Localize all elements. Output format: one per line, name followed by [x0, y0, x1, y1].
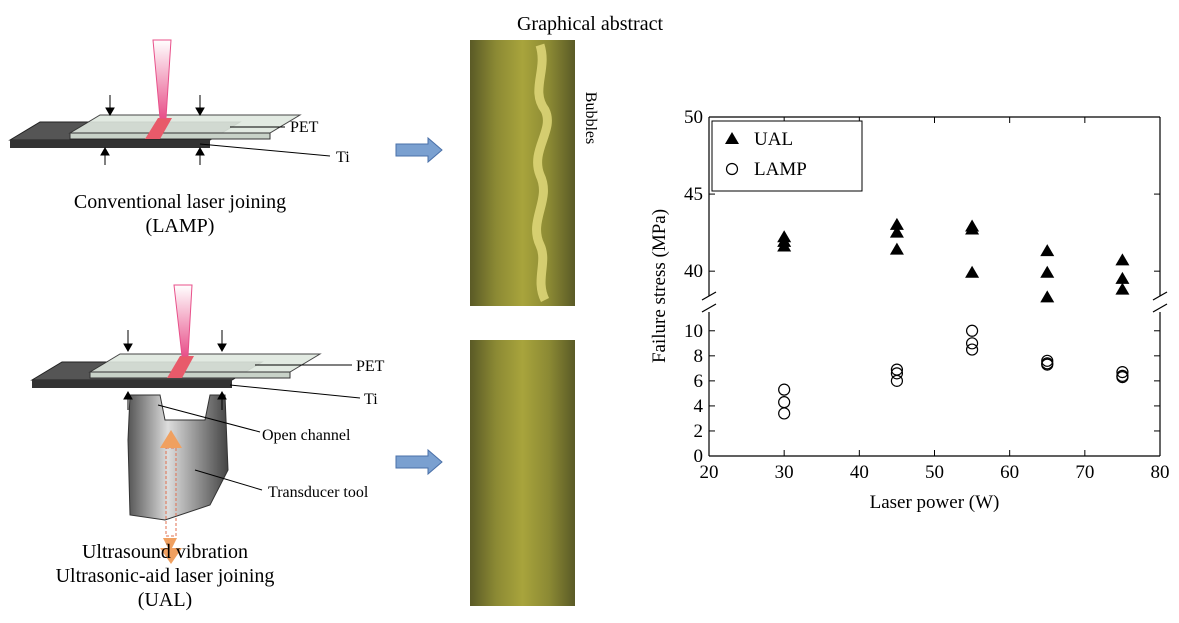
- x-tick-label: 60: [1000, 462, 1019, 483]
- y-tick-label: 4: [694, 396, 704, 417]
- y-axis-label: Failure stress (MPa): [649, 209, 670, 363]
- arrow: [395, 136, 443, 164]
- lamp-diagram: [8, 39, 331, 165]
- point: [1115, 282, 1130, 295]
- point: [890, 367, 904, 380]
- point: [1115, 253, 1130, 266]
- y-tick-label: 50: [684, 107, 703, 128]
- axis-break: [1152, 303, 1168, 313]
- label: Ti: [364, 391, 378, 408]
- x-tick-label: 70: [1075, 462, 1094, 483]
- point: [725, 132, 739, 144]
- ual-diagram: [30, 284, 361, 564]
- axis-break: [701, 291, 717, 301]
- caption: Conventional laser joining: [74, 191, 286, 213]
- x-tick-label: 20: [700, 462, 719, 483]
- x-tick-label: 80: [1151, 462, 1170, 483]
- point: [1115, 271, 1130, 284]
- point: [889, 217, 904, 230]
- point: [965, 337, 979, 350]
- point: [778, 383, 791, 396]
- point: [1116, 371, 1129, 384]
- point: [778, 396, 791, 409]
- y-tick-label: 8: [694, 346, 704, 367]
- x-axis-label: Laser power (W): [870, 492, 1000, 513]
- arrow: [395, 448, 443, 476]
- point: [889, 225, 904, 238]
- point: [1116, 366, 1129, 379]
- point: [1041, 358, 1054, 371]
- legend-label: UAL: [754, 129, 793, 150]
- point: [889, 242, 904, 255]
- point: [1040, 244, 1055, 257]
- point: [965, 324, 979, 337]
- caption: Ultrasonic-aid laser joining: [56, 565, 275, 587]
- title: Graphical abstract: [517, 13, 663, 35]
- label: Ti: [336, 149, 350, 166]
- label: PET: [290, 119, 319, 136]
- label: Transducer tool: [268, 484, 369, 501]
- x-tick-label: 30: [775, 462, 794, 483]
- label: PET: [356, 358, 385, 375]
- label: Open channel: [262, 427, 351, 444]
- legend: [711, 120, 863, 192]
- caption: (UAL): [138, 589, 192, 611]
- point: [890, 374, 904, 387]
- point: [1040, 265, 1055, 278]
- x-tick-label: 40: [850, 462, 869, 483]
- point: [965, 343, 979, 356]
- axis-break: [701, 303, 717, 313]
- point: [725, 162, 739, 176]
- axis-break: [1152, 291, 1168, 301]
- caption: (LAMP): [146, 215, 215, 237]
- y-tick-label: 40: [684, 261, 703, 282]
- point: [778, 407, 791, 420]
- point: [965, 222, 980, 235]
- photo-lamp: [470, 40, 575, 306]
- x-tick-label: 50: [925, 462, 944, 483]
- y-tick-label: 6: [694, 371, 704, 392]
- point: [965, 265, 980, 278]
- y-tick-label: 0: [694, 446, 704, 467]
- legend-label: LAMP: [754, 159, 807, 180]
- annotation: Bubbles: [582, 92, 599, 144]
- y-tick-label: 2: [694, 421, 704, 442]
- point: [1040, 290, 1055, 303]
- y-tick-label: 45: [684, 184, 703, 205]
- label: Ultrasound vibration: [82, 541, 248, 563]
- point: [777, 239, 792, 252]
- photo-ual: [470, 340, 575, 606]
- y-tick-label: 10: [684, 321, 703, 342]
